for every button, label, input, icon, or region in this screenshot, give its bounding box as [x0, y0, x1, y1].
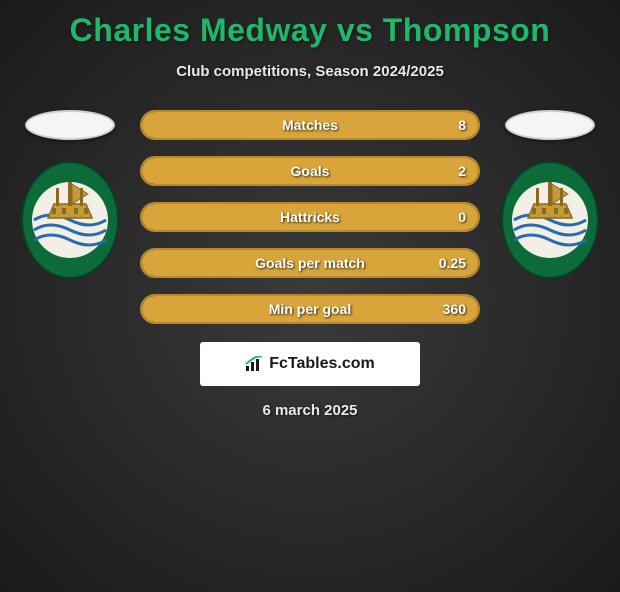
stat-value-right: 8	[458, 117, 466, 133]
stat-label: Min per goal	[269, 301, 351, 317]
subtitle: Club competitions, Season 2024/2025	[0, 63, 620, 80]
left-club-crest	[20, 160, 120, 280]
stat-bar: Hattricks 0	[140, 202, 480, 232]
right-player-column	[500, 110, 600, 280]
stat-value-right: 0.25	[439, 255, 466, 271]
left-player-avatar-placeholder	[25, 110, 115, 140]
stat-bar: Goals 2	[140, 156, 480, 186]
stat-label: Goals per match	[255, 255, 365, 271]
stat-bar: Goals per match 0.25	[140, 248, 480, 278]
stat-value-right: 0	[458, 209, 466, 225]
comparison-panel: Matches 8 Goals 2 Hattricks 0 Goals per match 0…	[0, 110, 620, 324]
stat-label: Matches	[282, 117, 338, 133]
stat-bar: Matches 8	[140, 110, 480, 140]
attribution-text: FcTables.com	[269, 355, 375, 373]
stats-bars: Matches 8 Goals 2 Hattricks 0 Goals per match 0…	[140, 110, 480, 324]
stat-value-right: 2	[458, 163, 466, 179]
attribution-badge: FcTables.com	[200, 342, 420, 386]
right-club-crest	[500, 160, 600, 280]
stat-label: Hattricks	[280, 209, 340, 225]
right-player-avatar-placeholder	[505, 110, 595, 140]
stat-bar: Min per goal 360	[140, 294, 480, 324]
chart-icon	[245, 356, 265, 372]
date-text: 6 march 2025	[0, 402, 620, 419]
stat-value-right: 360	[443, 301, 466, 317]
stat-label: Goals	[291, 163, 330, 179]
left-player-column	[20, 110, 120, 280]
page-title: Charles Medway vs Thompson	[0, 12, 620, 49]
